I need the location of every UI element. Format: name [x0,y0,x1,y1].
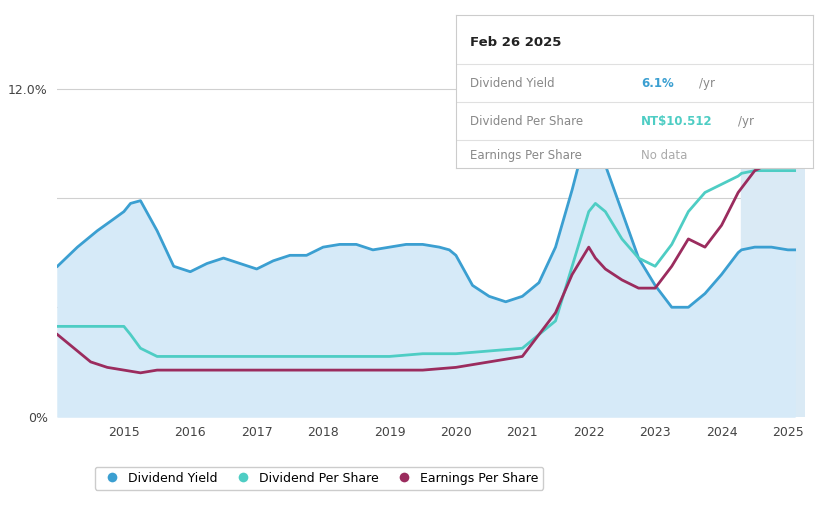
Text: /yr: /yr [699,77,714,90]
Legend: Dividend Yield, Dividend Per Share, Earnings Per Share: Dividend Yield, Dividend Per Share, Earn… [94,466,544,490]
Text: Dividend Yield: Dividend Yield [470,77,554,90]
Text: Past: Past [745,64,769,77]
Text: /yr: /yr [738,115,754,129]
Text: Feb 26 2025: Feb 26 2025 [470,36,562,49]
Text: Earnings Per Share: Earnings Per Share [470,149,582,162]
Text: 6.1%: 6.1% [641,77,674,90]
Bar [741,20,805,417]
Text: NT$10.512: NT$10.512 [641,115,713,129]
Text: No data: No data [641,149,688,162]
Text: Dividend Per Share: Dividend Per Share [470,115,583,129]
